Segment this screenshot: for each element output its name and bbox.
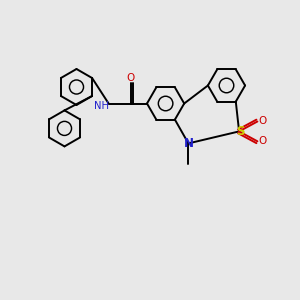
Text: O: O [259,116,267,127]
Text: N: N [183,137,194,150]
Text: S: S [236,125,245,138]
Text: O: O [126,73,135,83]
Text: NH: NH [94,101,109,111]
Text: O: O [259,136,267,146]
